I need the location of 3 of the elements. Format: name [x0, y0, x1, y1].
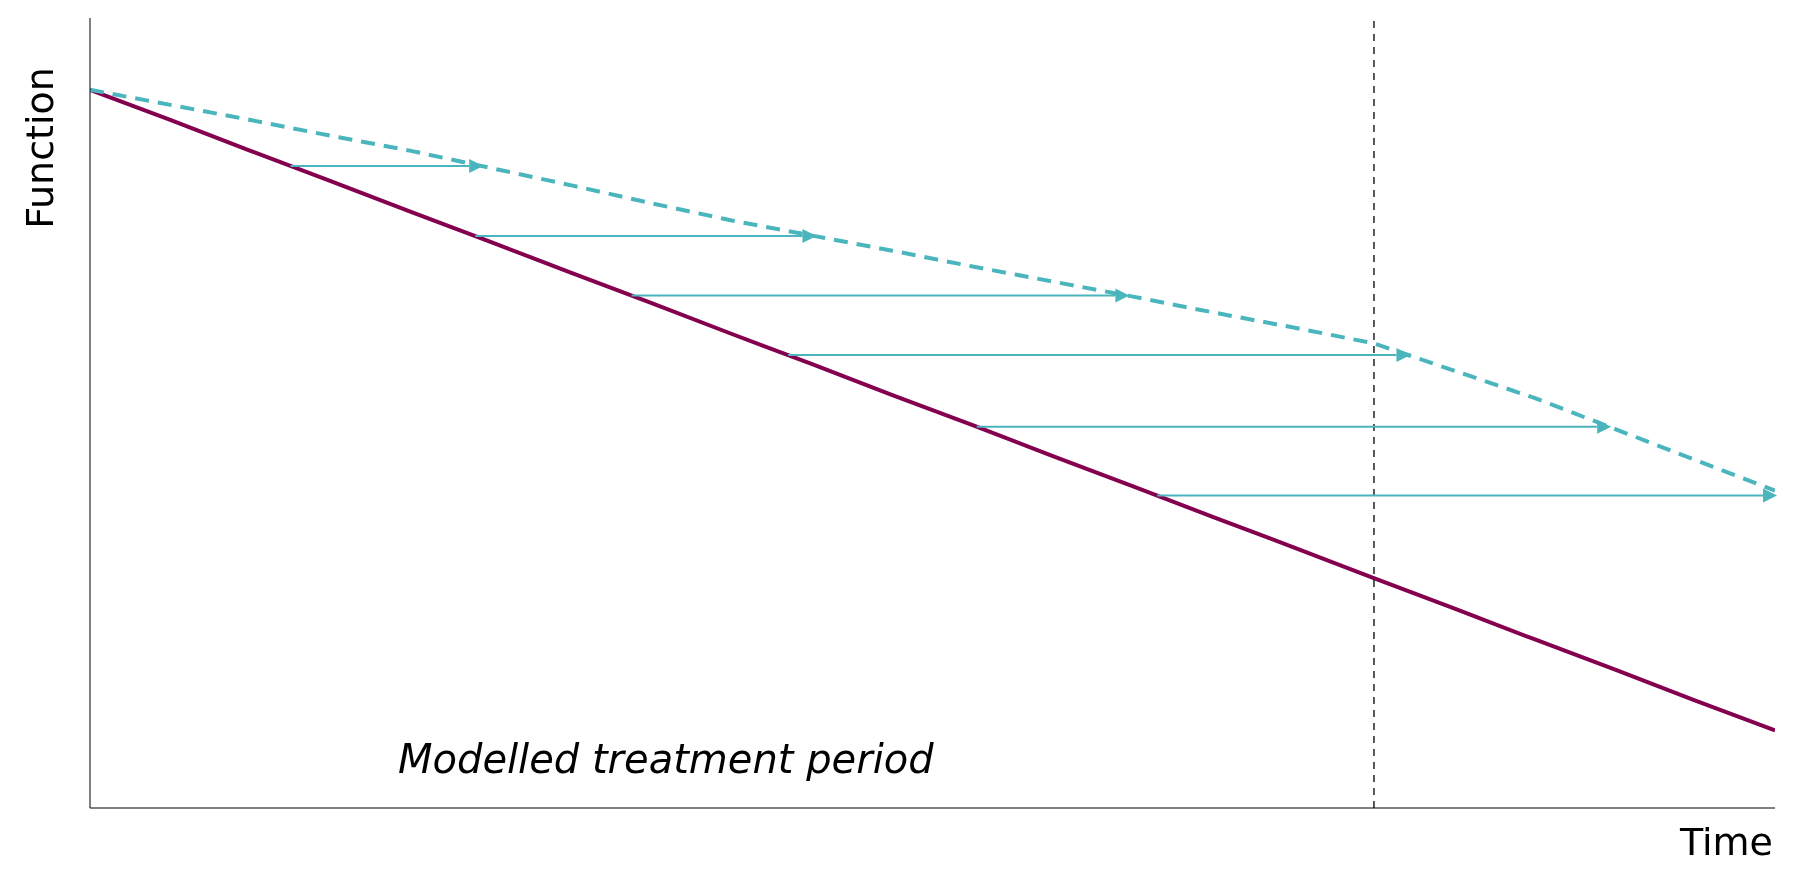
x-axis-title: Time [1680, 820, 1773, 864]
annotation: Modelled treatment period [398, 736, 934, 782]
y-axis-title: Function [18, 67, 63, 229]
